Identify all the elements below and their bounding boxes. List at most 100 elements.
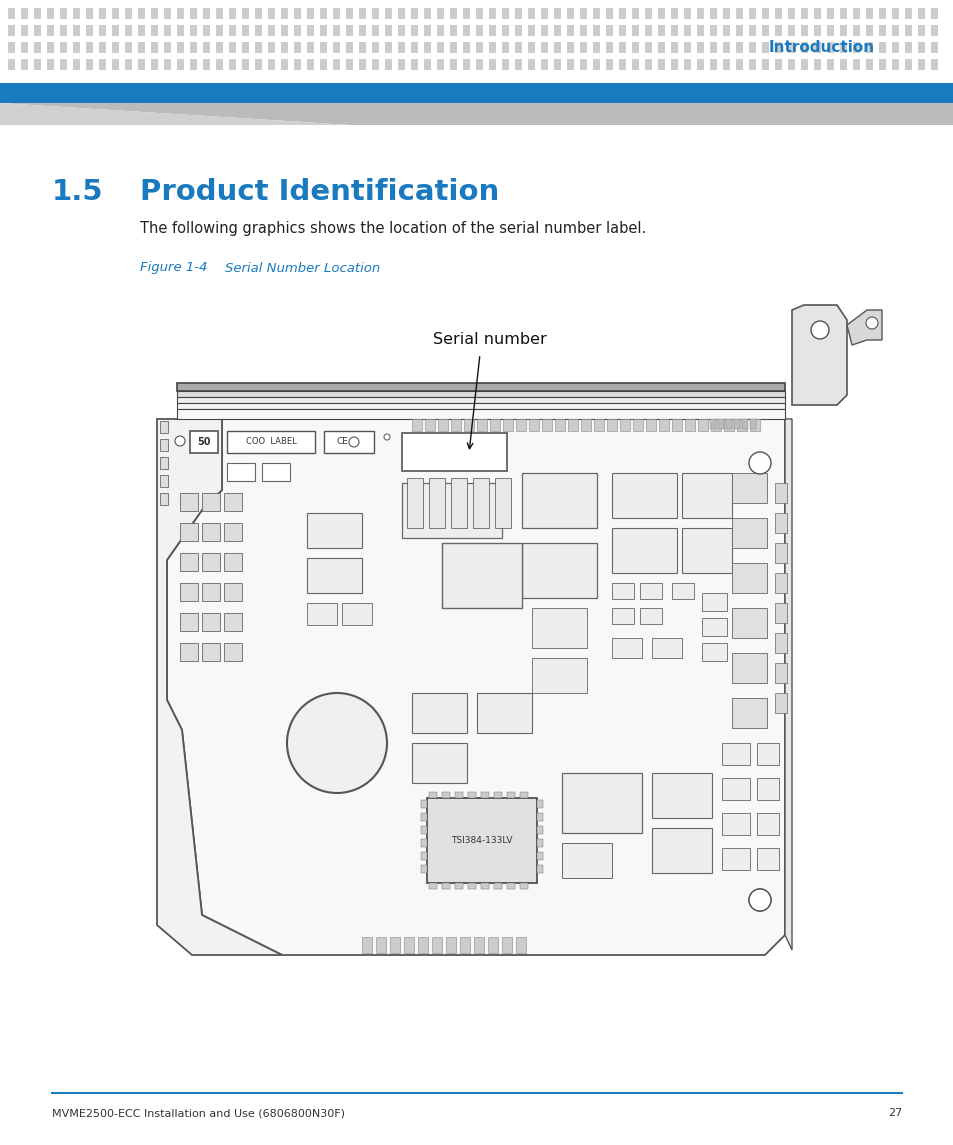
Bar [138,25,145,35]
Bar [515,42,521,53]
Bar [361,937,372,953]
Bar [605,42,613,53]
Bar [385,60,392,70]
Bar [671,419,681,431]
Bar [840,42,846,53]
Bar [506,883,515,889]
Bar [112,60,119,70]
Bar [202,493,220,511]
Bar [262,463,290,481]
Bar [333,60,339,70]
Bar [515,25,521,35]
Bar [242,8,249,19]
Bar [813,8,821,19]
Bar [215,25,223,35]
Bar [670,8,678,19]
Bar [618,42,625,53]
Bar [242,42,249,53]
Bar [423,60,431,70]
Polygon shape [157,419,282,955]
Bar [709,60,717,70]
Bar [476,419,486,431]
Bar [476,8,482,19]
Bar [501,60,509,70]
Bar [721,848,749,870]
Bar [476,60,482,70]
Bar [774,693,786,713]
Bar [215,60,223,70]
Bar [346,60,353,70]
Bar [177,42,184,53]
Bar [749,419,755,429]
Bar [787,42,794,53]
Bar [180,493,198,511]
Bar [372,60,378,70]
Bar [554,60,560,70]
Bar [215,8,223,19]
Polygon shape [0,103,953,125]
Bar [21,25,28,35]
Bar [515,60,521,70]
Bar [540,8,547,19]
Circle shape [384,434,390,440]
Bar [341,603,372,625]
Bar [683,60,690,70]
Bar [670,25,678,35]
Bar [450,42,456,53]
Bar [697,42,703,53]
Bar [424,419,435,431]
Bar [651,638,681,658]
Bar [731,563,766,593]
Bar [60,60,67,70]
Bar [346,42,353,53]
Bar [683,42,690,53]
Bar [605,60,613,70]
Bar [180,613,198,631]
Text: COO  LABEL: COO LABEL [245,437,296,447]
Bar [307,558,361,593]
Bar [254,8,262,19]
Bar [8,25,15,35]
Bar [203,42,210,53]
Text: 27: 27 [887,1108,901,1118]
Bar [358,8,366,19]
Bar [164,42,171,53]
Bar [202,643,220,661]
Bar [722,8,729,19]
Bar [494,883,501,889]
Bar [307,513,361,548]
Bar [748,25,755,35]
Bar [151,42,158,53]
Bar [73,60,80,70]
Bar [160,421,168,433]
Bar [333,25,339,35]
Bar [60,8,67,19]
Bar [125,60,132,70]
Bar [541,419,552,431]
Bar [721,777,749,800]
Bar [501,25,509,35]
Bar [813,25,821,35]
Bar [462,25,470,35]
Bar [731,473,766,503]
Bar [450,8,456,19]
Bar [701,643,726,661]
Bar [73,25,80,35]
Bar [722,25,729,35]
Bar [709,42,717,53]
Bar [878,42,885,53]
Bar [681,473,731,518]
Bar [407,477,422,528]
Bar [878,8,885,19]
Bar [202,613,220,631]
Bar [540,25,547,35]
Bar [164,25,171,35]
Bar [346,8,353,19]
Bar [203,8,210,19]
Bar [710,419,720,431]
Bar [346,25,353,35]
Bar [242,60,249,70]
Bar [757,777,779,800]
Bar [684,419,695,431]
Bar [612,638,641,658]
